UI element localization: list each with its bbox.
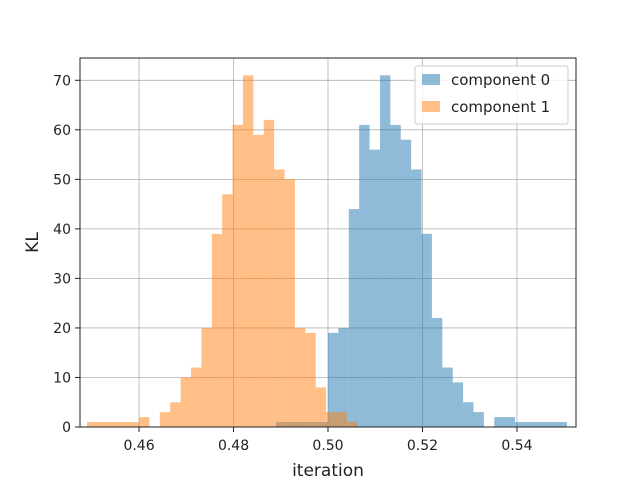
bar-component-1 (107, 422, 119, 427)
bar-component-1 (97, 422, 108, 427)
x-tick-label: 0.52 (407, 438, 438, 454)
legend-swatch-component-0 (422, 74, 440, 85)
bar-component-1 (139, 417, 150, 427)
bar-component-1 (87, 422, 98, 427)
y-tick-label: 20 (53, 321, 71, 337)
bar-component-0 (338, 327, 349, 427)
bars (87, 75, 568, 428)
bar-component-0 (431, 318, 443, 427)
bar-component-0 (328, 332, 339, 427)
bar-component-0 (379, 75, 391, 427)
bar-component-1 (118, 422, 129, 427)
bar-component-1 (284, 179, 295, 427)
y-tick-label: 30 (53, 271, 71, 287)
bar-component-1 (232, 124, 243, 427)
bar-component-1 (294, 327, 306, 427)
bar-component-1 (326, 412, 337, 427)
bar-component-1 (263, 119, 275, 427)
y-tick-label: 70 (53, 73, 71, 89)
y-tick-label: 40 (53, 222, 71, 238)
bar-component-0 (463, 402, 474, 427)
legend: component 0 component 1 (414, 65, 569, 125)
bar-component-1 (274, 169, 285, 428)
bar-component-1 (346, 422, 358, 427)
bar-component-0 (442, 367, 453, 427)
x-tick-label: 0.46 (123, 438, 154, 454)
bar-component-1 (305, 332, 316, 427)
bar-component-1 (315, 387, 327, 427)
bar-component-1 (159, 412, 171, 427)
bar-component-1 (336, 412, 347, 427)
legend-label-component-1: component 1 (451, 98, 550, 116)
legend-box (414, 65, 569, 125)
x-tick-label: 0.48 (218, 438, 249, 454)
bar-component-0 (411, 169, 422, 428)
bar-component-0 (535, 422, 547, 427)
bar-component-1 (242, 75, 254, 427)
bar-component-0 (369, 149, 380, 428)
bar-component-0 (348, 209, 360, 427)
y-tick-label: 0 (62, 420, 71, 436)
bar-component-0 (452, 382, 464, 427)
bar-component-1 (191, 367, 202, 427)
bar-component-1 (180, 377, 192, 427)
bar-component-0 (504, 417, 516, 427)
y-tick-label: 60 (53, 123, 71, 139)
bar-component-0 (390, 124, 401, 427)
bar-component-1 (128, 422, 140, 427)
y-axis-title: KL (23, 232, 43, 253)
y-tick-label: 10 (53, 370, 71, 386)
legend-label-component-0: component 0 (451, 71, 550, 89)
bar-component-1 (253, 134, 264, 428)
bar-component-1 (211, 233, 223, 427)
bar-component-0 (556, 422, 568, 427)
x-axis-title: iteration (292, 461, 364, 480)
bar-component-0 (494, 417, 505, 427)
bar-component-1 (222, 194, 233, 427)
bar-component-0 (546, 422, 557, 427)
bar-component-0 (359, 124, 370, 427)
bar-component-0 (515, 422, 526, 427)
x-tick-label: 0.50 (312, 438, 343, 454)
bar-component-1 (201, 327, 212, 427)
bar-component-0 (400, 139, 412, 427)
bar-component-1 (170, 402, 181, 427)
bar-component-0 (421, 233, 432, 427)
bar-component-0 (525, 422, 536, 427)
axis-ticks: 0.46 0.48 0.50 0.52 0.54 0 10 20 30 40 50 60 70 (53, 73, 532, 454)
bar-component-0 (473, 412, 484, 427)
x-tick-label: 0.54 (501, 438, 532, 454)
y-tick-label: 50 (53, 172, 71, 188)
legend-swatch-component-1 (422, 101, 440, 112)
